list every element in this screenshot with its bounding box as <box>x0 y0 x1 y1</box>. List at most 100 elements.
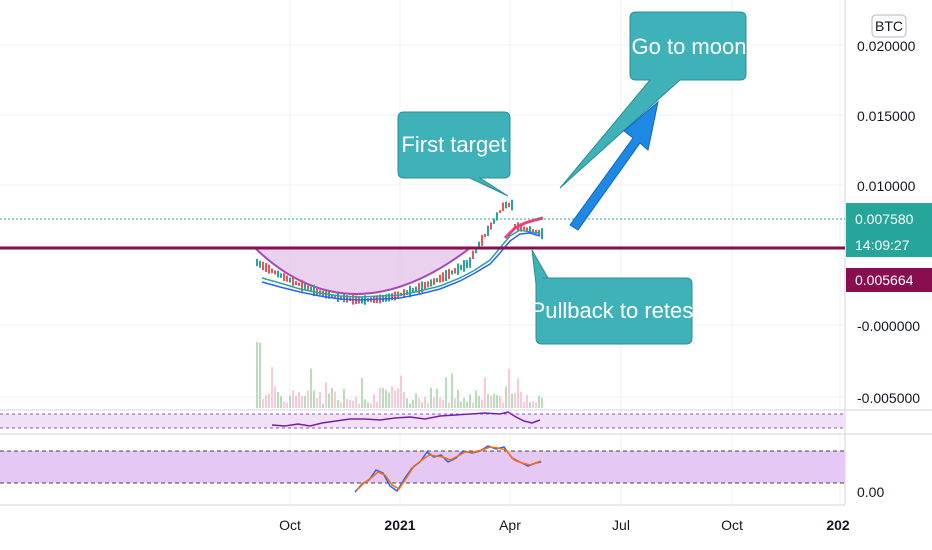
volume-bar <box>343 388 345 408</box>
rsi-band-1 <box>0 414 845 428</box>
volume-bar <box>280 395 282 408</box>
volume-bar <box>415 393 417 408</box>
volume-bar <box>514 392 516 408</box>
candle <box>271 268 273 274</box>
callout-pullback-text: Pullback to retest <box>531 298 700 323</box>
time-axis: Oct 2021 Apr Jul Oct 202 <box>279 517 850 533</box>
volume-bar <box>412 399 414 408</box>
time-label: Oct <box>279 517 301 533</box>
volume-bar <box>370 403 372 408</box>
candle <box>283 273 285 282</box>
candle <box>286 275 288 282</box>
price-axis: 0.020000 0.015000 0.010000 -0.000000 -0.… <box>857 38 920 500</box>
support-price-tag: 0.005664 <box>846 268 932 292</box>
candle <box>439 274 441 283</box>
symbol-badge[interactable]: BTC <box>871 14 907 38</box>
arrow-up[interactable] <box>569 100 659 231</box>
time-label-year: 202 <box>826 517 850 533</box>
volume-bar <box>508 368 510 408</box>
volume-bar <box>361 377 363 408</box>
candle <box>421 281 423 293</box>
volume-bar <box>481 399 483 408</box>
volume-bar <box>349 399 351 408</box>
volume-bar <box>505 386 507 408</box>
candle <box>265 263 267 272</box>
candle <box>460 264 462 271</box>
volume-bar <box>367 402 369 408</box>
volume-bar <box>436 388 438 408</box>
candle <box>532 229 534 233</box>
volume-bar <box>277 391 279 408</box>
candle <box>310 286 312 293</box>
candle <box>430 279 432 287</box>
candle <box>499 210 501 214</box>
volume-bar <box>517 378 519 408</box>
volume-bar <box>529 402 531 408</box>
moving-average-fast <box>261 229 541 298</box>
candle <box>472 250 474 260</box>
candle <box>328 291 330 299</box>
candle <box>514 224 516 228</box>
volume-bar <box>358 403 360 408</box>
candle <box>277 270 279 278</box>
volume-bar <box>292 390 294 408</box>
volume-bar <box>334 391 336 408</box>
volume-bar <box>391 386 393 408</box>
volume-bar <box>430 387 432 408</box>
candle <box>316 287 318 296</box>
volume-bar <box>484 377 486 408</box>
candle <box>256 258 258 267</box>
candle <box>391 293 393 301</box>
volume-bar <box>322 403 324 408</box>
cup-curve <box>254 247 471 295</box>
volume-bar <box>259 342 261 408</box>
volume-bar <box>307 390 309 408</box>
callout-pullback[interactable]: Pullback to retest <box>531 249 700 345</box>
candle <box>520 223 522 232</box>
price-label: 0.015000 <box>857 108 916 124</box>
candle <box>262 261 264 271</box>
candle <box>424 281 426 290</box>
candle <box>412 288 414 293</box>
candle <box>478 241 480 249</box>
last-price-value: 0.007580 <box>855 211 914 227</box>
candle <box>541 228 543 240</box>
candle <box>295 280 297 286</box>
volume-bar <box>448 402 450 408</box>
volume-bar <box>523 401 525 408</box>
volume-bar <box>469 394 471 408</box>
price-label: 0.020000 <box>857 38 916 54</box>
candle <box>259 260 261 268</box>
price-label: 0.00 <box>857 484 884 500</box>
volume-bar <box>421 402 423 408</box>
callout-first-target[interactable]: First target <box>397 111 511 197</box>
volume-bar <box>286 402 288 408</box>
time-label: Oct <box>721 517 743 533</box>
volume-bar <box>460 401 462 408</box>
candle <box>292 277 294 286</box>
volume-bar <box>535 402 537 408</box>
candle <box>490 222 492 230</box>
candle <box>442 272 444 282</box>
volume-bar <box>502 402 504 408</box>
volume-bar <box>520 391 522 408</box>
volume-bar <box>397 388 399 408</box>
cup-shading <box>255 248 470 294</box>
volume-bar <box>499 395 501 408</box>
candle <box>298 282 300 287</box>
volume-bar <box>457 389 459 408</box>
volume-bar <box>268 393 270 408</box>
volume-bar <box>283 401 285 408</box>
volume-bar <box>442 399 444 408</box>
volume-bar <box>376 401 378 408</box>
callout-go-to-moon[interactable]: Go to moon <box>559 11 747 189</box>
volume-bars <box>256 341 543 408</box>
volume-bar <box>388 392 390 408</box>
candle <box>406 290 408 295</box>
volume-bar <box>265 395 267 408</box>
volume-bar <box>337 399 339 408</box>
volume-bar <box>403 391 405 408</box>
candle <box>340 295 342 301</box>
volume-bar <box>289 395 291 408</box>
time-label-year: 2021 <box>384 517 415 533</box>
